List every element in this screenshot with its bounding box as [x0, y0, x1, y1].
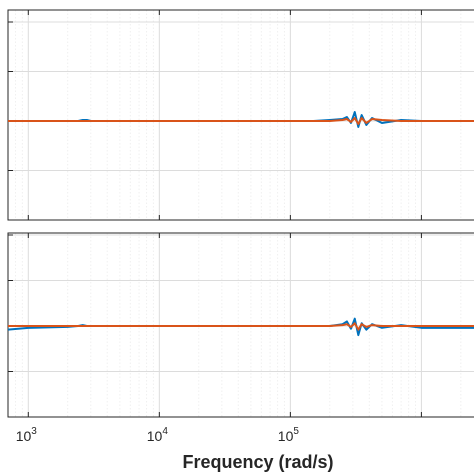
x-tick-labels: 103 104 105	[16, 426, 300, 444]
x-axis-label: Frequency (rad/s)	[182, 452, 333, 472]
x-tick-label: 105	[278, 426, 300, 444]
series-line-blue	[8, 111, 474, 128]
axes-box	[7, 9, 474, 221]
series-line-orange	[8, 322, 474, 331]
x-tick-label: 103	[16, 426, 38, 444]
x-tick-label: 104	[147, 426, 169, 444]
series-line-orange	[8, 117, 474, 125]
top-panel	[7, 9, 474, 221]
bottom-panel	[7, 232, 474, 418]
